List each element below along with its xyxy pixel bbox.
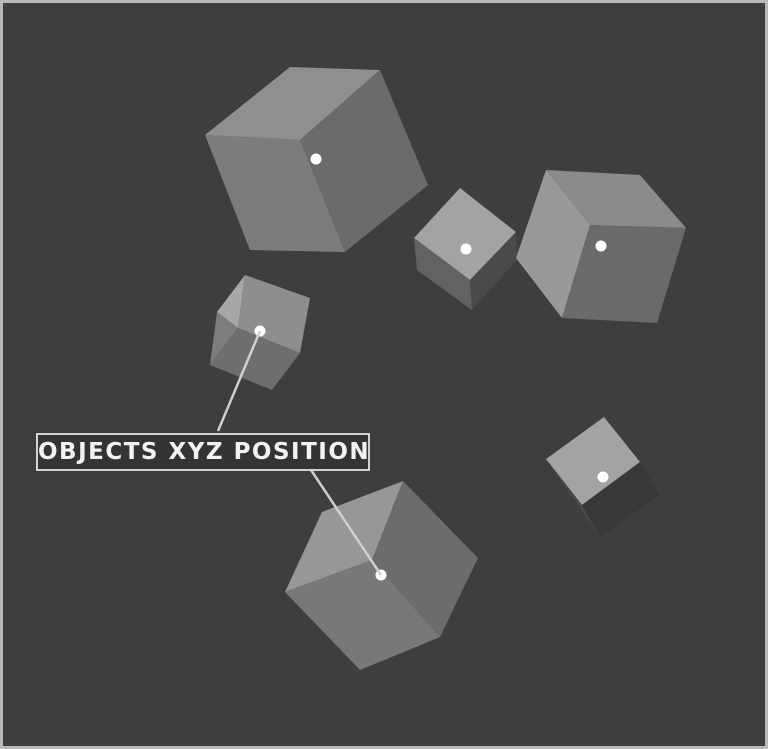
cube-face: [562, 225, 686, 323]
scene-canvas[interactable]: [3, 3, 765, 746]
cube-face: [546, 170, 686, 228]
cube-object[interactable]: [210, 275, 310, 390]
object-origin-dot[interactable]: [595, 240, 607, 252]
cube-face: [546, 459, 600, 537]
cube-face: [414, 238, 472, 310]
leader-line: [307, 466, 383, 576]
cube-object[interactable]: [546, 417, 660, 537]
cube-face: [285, 560, 440, 670]
object-origin-dot[interactable]: [310, 153, 322, 165]
cube-face: [516, 170, 590, 318]
cube-face: [217, 275, 245, 328]
objects-positions-label: OBJECTS XYZ POSITIONS: [36, 433, 370, 471]
cube-face: [300, 70, 428, 252]
cube-face: [546, 417, 640, 505]
cube-object[interactable]: [285, 481, 478, 670]
object-origin-dot[interactable]: [460, 243, 472, 255]
cube-face: [210, 328, 300, 390]
leader-line: [216, 330, 262, 432]
cube-face: [205, 135, 345, 252]
cube-object[interactable]: [414, 188, 517, 310]
cube-face: [285, 481, 403, 592]
cube-face: [470, 232, 517, 310]
cube-face: [414, 188, 516, 280]
cube-object[interactable]: [516, 170, 686, 323]
cube-object[interactable]: [205, 67, 428, 252]
object-origin-dot[interactable]: [597, 471, 609, 483]
cube-face: [372, 481, 478, 637]
cube-face: [205, 67, 380, 140]
cube-face: [210, 312, 238, 365]
cube-face: [582, 462, 660, 537]
